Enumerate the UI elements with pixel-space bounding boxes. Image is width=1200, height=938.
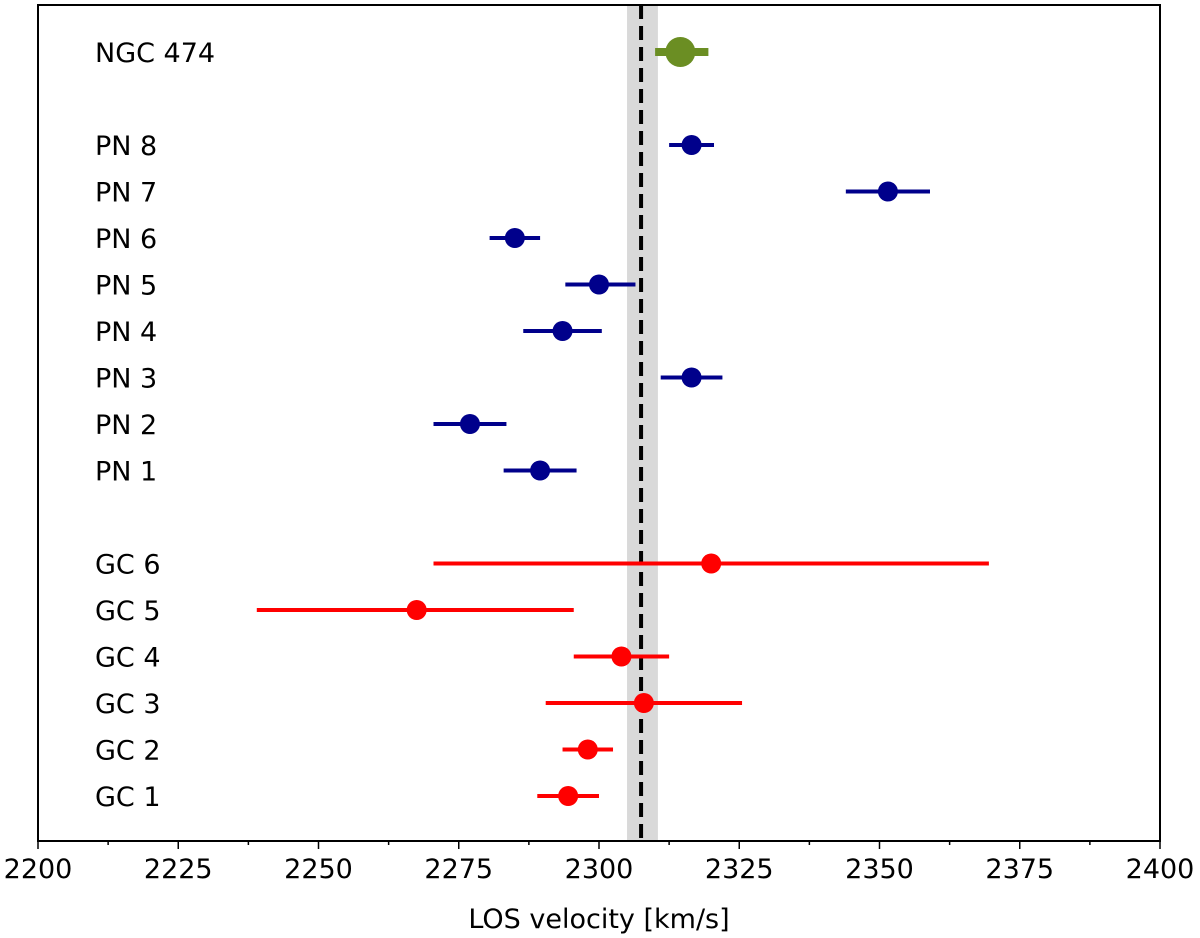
x-axis-title: LOS velocity [km/s]	[468, 904, 729, 935]
point-pn-1	[503, 460, 577, 481]
marker-gc-2	[577, 739, 598, 760]
x-tick-label: 2300	[565, 854, 634, 885]
row-label-pn-1: PN 1	[95, 457, 157, 488]
point-pn-4	[523, 321, 602, 341]
row-label-gc-2: GC 2	[95, 736, 161, 767]
point-ngc-474	[655, 37, 709, 67]
row-label-pn-4: PN 4	[95, 317, 157, 348]
row-label-pn-3: PN 3	[95, 364, 157, 395]
row-label-pn-6: PN 6	[95, 224, 157, 255]
row-label-gc-6: GC 6	[95, 550, 161, 581]
point-pn-7	[845, 181, 930, 202]
point-gc-3	[545, 693, 743, 713]
point-pn-5	[565, 274, 636, 295]
row-label-gc-3: GC 3	[95, 689, 161, 720]
point-gc-1	[537, 786, 599, 806]
marker-pn-1	[530, 460, 551, 481]
row-label-pn-2: PN 2	[95, 410, 157, 441]
marker-pn-4	[552, 321, 573, 341]
row-label-gc-4: GC 4	[95, 643, 161, 674]
reference-band	[627, 5, 658, 841]
point-pn-8	[669, 135, 715, 155]
row-label-gc-5: GC 5	[95, 596, 161, 627]
marker-ngc-474	[665, 37, 696, 67]
point-gc-2	[562, 739, 614, 760]
point-gc-5	[256, 600, 574, 620]
reference-band-layer	[627, 5, 658, 841]
marker-gc-6	[701, 553, 722, 574]
marker-gc-3	[633, 693, 654, 713]
row-label-pn-8: PN 8	[95, 131, 157, 162]
marker-pn-2	[459, 414, 480, 434]
point-pn-3	[660, 367, 723, 388]
x-ticks-layer: 2200 2225 2250 2275 2300 2325 2350 2375 2400	[4, 841, 1195, 885]
point-gc-6	[433, 553, 989, 574]
x-tick-label: 2350	[845, 854, 914, 885]
point-pn-6	[489, 228, 541, 248]
marker-pn-7	[877, 181, 898, 202]
point-pn-2	[433, 414, 507, 434]
row-labels-layer: NGC 474 PN 8 PN 7 PN 6 PN 5 PN 4 PN 3 PN 2 PN 1 G…	[95, 38, 215, 813]
marker-gc-4	[611, 646, 632, 667]
marker-pn-6	[504, 228, 525, 248]
data-marks-layer	[256, 37, 989, 806]
x-tick-label: 2200	[4, 854, 73, 885]
x-tick-label: 2325	[705, 854, 774, 885]
marker-gc-5	[406, 600, 427, 620]
marker-pn-3	[681, 367, 702, 388]
point-gc-4	[573, 646, 670, 667]
x-tick-label: 2400	[1126, 854, 1195, 885]
x-tick-label: 2275	[424, 854, 493, 885]
row-label-pn-5: PN 5	[95, 271, 157, 302]
marker-pn-5	[589, 274, 609, 295]
x-tick-label: 2225	[144, 854, 213, 885]
plot-frame	[37, 4, 1161, 842]
x-tick-label: 2375	[985, 854, 1054, 885]
row-label-ngc-474: NGC 474	[95, 38, 215, 69]
x-tick-label: 2250	[284, 854, 353, 885]
row-label-gc-1: GC 1	[95, 782, 161, 813]
row-label-pn-7: PN 7	[95, 178, 157, 209]
marker-gc-1	[558, 786, 579, 806]
marker-pn-8	[681, 135, 702, 155]
